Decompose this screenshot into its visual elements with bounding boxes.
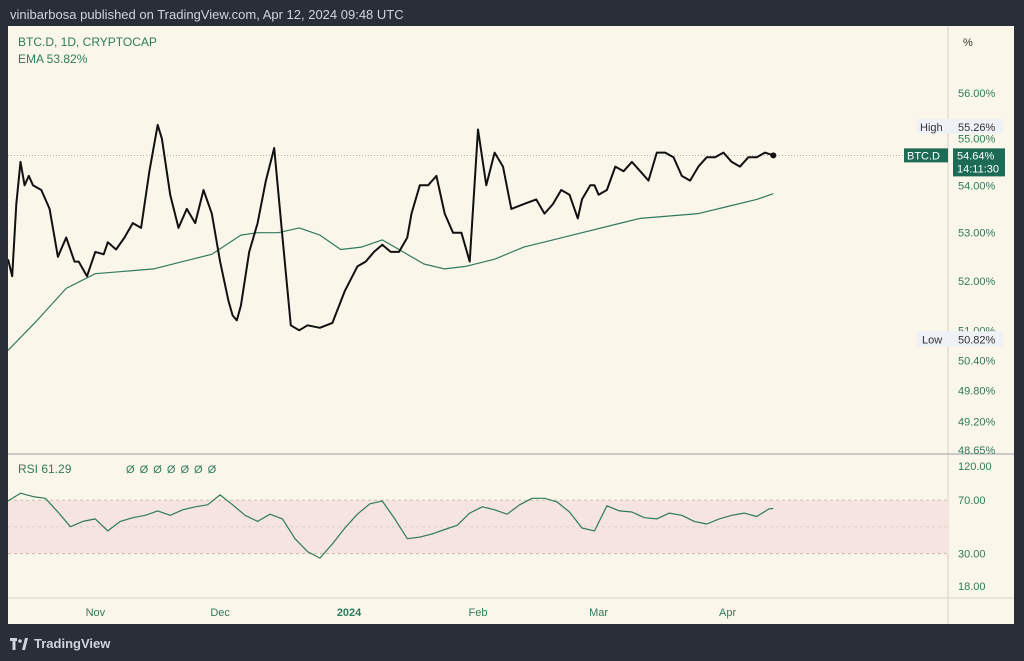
y-tick-label: 53.00% <box>958 228 996 240</box>
rsi-y-tick-label: 120.00 <box>958 461 992 473</box>
series-lines <box>8 123 777 559</box>
rsi-legend-symbols: Ø Ø Ø Ø Ø Ø Ø <box>126 464 217 476</box>
last-price-value: 54.64% <box>957 150 995 162</box>
rsi-line <box>8 492 774 559</box>
x-tick-label: Nov <box>86 607 106 619</box>
legend-ema: EMA 53.82% <box>18 52 88 66</box>
y-tick-label: 54.00% <box>958 180 996 192</box>
y-tick-label: 49.80% <box>958 386 996 398</box>
chart-svg[interactable]: BTC.D, 1D, CRYPTOCAP EMA 53.82%% 56.00% 55.… <box>8 26 1014 624</box>
price-line <box>8 123 774 332</box>
high-label: High <box>920 122 943 134</box>
rsi-y-tick-label: 18.00 <box>958 581 986 593</box>
tradingview-logo-icon <box>10 637 28 650</box>
y-tick-label: 49.20% <box>958 416 996 428</box>
rsi-band-group <box>8 499 948 555</box>
symbol-badge <box>904 148 948 163</box>
unit-label: % <box>963 37 973 49</box>
y-tick-label: 56.00% <box>958 88 996 100</box>
x-tick-label: Apr <box>719 607 736 619</box>
low-value: 50.82% <box>958 334 996 346</box>
last-price-badge <box>953 148 1005 177</box>
ema-line <box>8 193 774 351</box>
low-label: Low <box>922 334 942 346</box>
rsi-y-tick-label: 70.00 <box>958 495 986 507</box>
labels: BTC.D, 1D, CRYPTOCAP EMA 53.82%% 56.00% 55.… <box>18 35 1005 619</box>
symbol-badge-label: BTC.D <box>907 150 940 162</box>
rsi-legend: RSI 61.29 <box>18 462 72 476</box>
x-tick-label: 2024 <box>337 607 362 619</box>
y-tick-label: 55.00% <box>958 134 996 146</box>
last-price-dot <box>770 152 777 159</box>
footer-brand: TradingView <box>34 636 111 651</box>
footer: TradingView <box>10 636 110 651</box>
y-tick-label: 52.00% <box>958 276 996 288</box>
legend-title: BTC.D, 1D, CRYPTOCAP <box>18 35 157 49</box>
rsi-y-tick-label: 30.00 <box>958 549 986 561</box>
countdown: 14:11:30 <box>957 163 999 175</box>
chart-frame: BTC.D, 1D, CRYPTOCAP EMA 53.82%% 56.00% 55.… <box>8 26 1014 624</box>
y-tick-label: 48.65% <box>958 445 996 457</box>
y-tick-label: 50.40% <box>958 355 996 367</box>
x-tick-label: Feb <box>469 607 488 619</box>
high-value: 55.26% <box>958 122 996 134</box>
high-marker-bg <box>917 118 1003 134</box>
x-tick-label: Dec <box>210 607 230 619</box>
publish-header: vinibarbosa published on TradingView.com… <box>10 7 404 22</box>
x-tick-label: Mar <box>589 607 608 619</box>
low-marker-bg <box>917 331 1003 347</box>
